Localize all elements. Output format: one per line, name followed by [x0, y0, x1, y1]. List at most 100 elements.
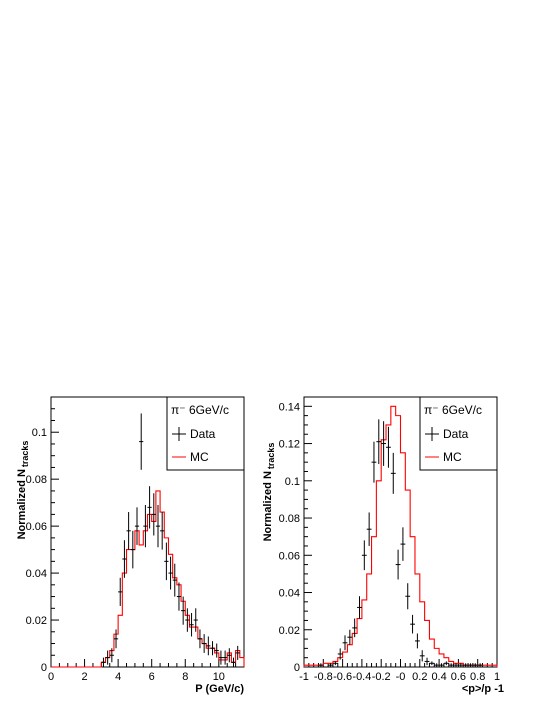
left-data-point	[189, 613, 194, 637]
right-x-tick-label: -0.4	[352, 671, 371, 683]
left-data-point	[193, 608, 198, 632]
left-data-point	[223, 650, 228, 665]
left-data-point	[143, 505, 148, 548]
right-legend-title: π⁻ 6GeV/c	[424, 403, 482, 417]
left-y-axis-label: Normalized Ntracks	[16, 441, 30, 540]
right-y-tick-label: 0.06	[279, 550, 300, 562]
left-legend-data-label: Data	[190, 427, 216, 441]
right-legend: π⁻ 6GeV/c Data MC	[419, 396, 498, 471]
left-data-point	[231, 657, 236, 667]
right-legend-data-label: Data	[443, 427, 469, 441]
left-data-point	[139, 413, 144, 470]
right-data-point	[458, 663, 464, 667]
left-legend: π⁻ 6GeV/c Data MC	[166, 396, 245, 471]
right-y-axis-label-main: Normalized N	[262, 471, 274, 541]
right-data-point	[342, 635, 348, 651]
right-chart: -1 -0.8 -0.6 -0.4 -0.2 -0 0.2 0.4 0.6 0.8 1 0 0.02 0.…	[262, 396, 504, 695]
left-data-point	[210, 641, 215, 656]
right-x-tick-label: 0.4	[431, 671, 446, 683]
left-data-point	[202, 634, 207, 653]
right-x-tick-label: 1	[494, 671, 500, 683]
right-data-point	[318, 663, 324, 667]
right-mc-histogram	[303, 405, 498, 667]
left-y-axis-label-sub: tracks	[20, 441, 30, 468]
right-data-point	[381, 421, 387, 466]
left-data-point	[109, 648, 114, 663]
left-x-tick-label: 0	[48, 671, 54, 683]
left-data-point	[172, 563, 177, 597]
left-data-point	[168, 556, 173, 590]
left-y-tick-label: 0.04	[26, 568, 47, 580]
right-x-tick-label: -0.8	[314, 671, 333, 683]
left-data-point	[181, 596, 186, 625]
left-data-point	[206, 636, 211, 656]
left-x-tick-label: 8	[182, 671, 188, 683]
left-data-point	[155, 505, 161, 548]
right-data-point	[386, 426, 391, 468]
right-data-point	[419, 650, 425, 662]
left-y-tick-label: 0.1	[32, 427, 47, 439]
right-x-tick-label: 0.8	[470, 671, 485, 683]
left-x-axis-label: P (GeV/c)	[195, 683, 244, 695]
right-data-point	[361, 540, 367, 571]
right-x-tick-label: -0	[396, 671, 406, 683]
right-data-point	[429, 661, 435, 666]
right-data-point	[357, 596, 362, 619]
left-data-point	[164, 542, 169, 581]
right-data-point	[347, 629, 353, 645]
right-data-point	[366, 512, 372, 546]
right-data-point	[439, 663, 444, 667]
right-data-point	[424, 657, 430, 666]
left-legend-mc-label: MC	[190, 450, 209, 464]
left-mc-histogram	[51, 490, 245, 668]
right-y-tick-label: 0.1	[285, 476, 300, 488]
left-x-tick-label: 4	[115, 671, 121, 683]
right-data-point	[477, 663, 483, 667]
left-mc-step-line	[51, 490, 245, 668]
left-plot-frame	[50, 396, 245, 668]
left-data-point	[126, 512, 131, 550]
right-data-point	[332, 661, 338, 666]
right-x-tick-label: 0.6	[451, 671, 466, 683]
right-y-tick-label: 0.08	[279, 513, 300, 525]
left-data-point	[147, 486, 152, 529]
right-data-point	[414, 633, 420, 649]
left-x-tick-label: 6	[149, 671, 155, 683]
right-data-point	[376, 419, 382, 465]
left-data-point	[105, 650, 110, 665]
left-data-point	[214, 643, 219, 658]
left-data-points	[101, 413, 240, 667]
right-y-axis-label-sub: tracks	[266, 443, 276, 470]
left-x-tick-label: 10	[213, 671, 225, 683]
left-y-tick-label: 0.08	[26, 474, 47, 486]
left-x-tick-label: 2	[82, 671, 88, 683]
left-data-point	[160, 512, 165, 550]
right-data-points	[318, 419, 483, 667]
left-data-point	[185, 608, 190, 632]
right-data-point	[443, 661, 449, 666]
right-data-point	[468, 663, 473, 667]
right-data-point	[405, 583, 411, 610]
right-data-point	[410, 614, 415, 634]
left-y-tick-label: 0	[41, 662, 47, 674]
right-data-point	[463, 663, 469, 667]
right-data-point	[337, 648, 343, 660]
left-data-point	[101, 657, 106, 667]
left-data-point	[134, 507, 140, 545]
right-data-point	[352, 618, 358, 638]
left-data-point	[113, 629, 119, 649]
right-x-tick-label: -1	[299, 671, 309, 683]
left-chart: 0 2 4 6 8 10 0 0.02 0.04 0.06 0.08 0.1 P (GeV/c) No…	[16, 396, 245, 695]
left-data-point	[176, 582, 182, 611]
left-y-tick-label: 0.06	[26, 521, 47, 533]
right-x-tick-label: -0.6	[333, 671, 352, 683]
right-y-axis-label: Normalized Ntracks	[262, 443, 276, 542]
right-mc-step-line	[303, 405, 498, 667]
right-data-point	[328, 663, 333, 667]
left-y-tick-label: 0.02	[26, 615, 47, 627]
right-data-point	[371, 441, 377, 483]
right-x-tick-label: -0.2	[372, 671, 391, 683]
right-data-point	[448, 663, 454, 667]
right-data-point	[453, 663, 459, 667]
right-y-tick-label: 0	[294, 662, 300, 674]
